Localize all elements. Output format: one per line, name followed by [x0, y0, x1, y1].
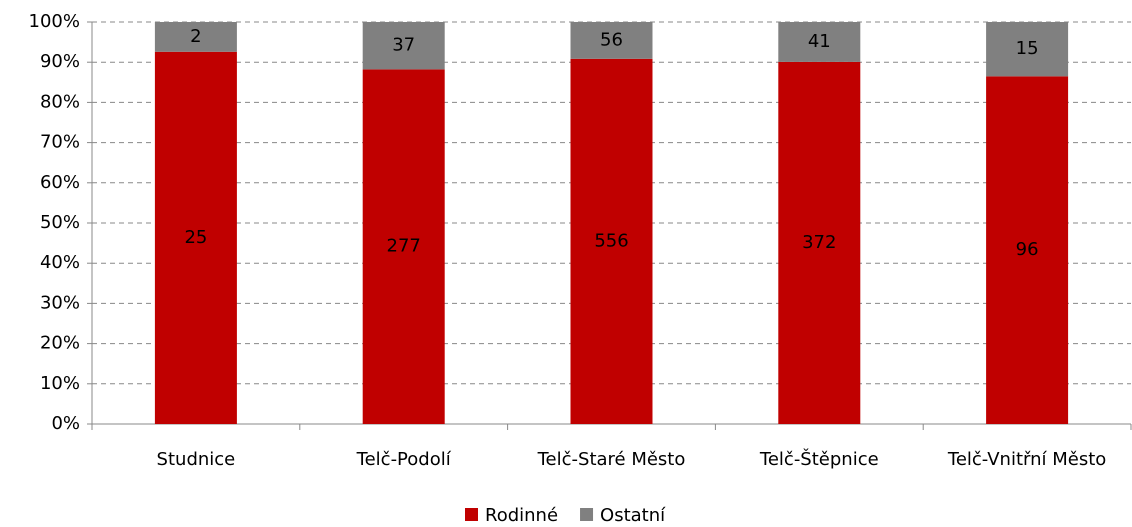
- bar-segment: [154, 22, 237, 52]
- y-tick-label: 50%: [40, 212, 80, 233]
- bar-segment: [778, 61, 861, 424]
- legend-swatch: [465, 508, 478, 521]
- bar-segment: [154, 51, 237, 425]
- x-tick-label: Studnice: [157, 449, 236, 470]
- y-tick-label: 40%: [40, 252, 80, 273]
- bar-segment: [362, 69, 445, 425]
- y-tick-label: 100%: [29, 11, 80, 32]
- legend-swatch: [580, 508, 594, 521]
- x-tick-label: Telč-Staré Město: [537, 449, 686, 470]
- data-label: 96: [1016, 239, 1039, 260]
- y-tick-label: 20%: [40, 333, 80, 354]
- x-tick-label: Telč-Štěpnice: [759, 448, 879, 470]
- y-tick-label: 0%: [51, 413, 80, 434]
- data-label: 56: [600, 29, 623, 50]
- bar-segment: [986, 22, 1069, 77]
- x-tick-label: Telč-Vnitřní Město: [947, 449, 1106, 470]
- y-tick-label: 80%: [40, 91, 80, 112]
- data-label: 25: [184, 227, 207, 248]
- bar-segment: [986, 76, 1069, 424]
- data-label: 41: [808, 31, 831, 52]
- data-label: 556: [594, 230, 628, 251]
- data-label: 2: [190, 26, 201, 47]
- bar-segment: [778, 22, 861, 62]
- y-tick-label: 70%: [40, 132, 80, 153]
- data-label: 372: [802, 232, 836, 253]
- bar-segment: [362, 22, 445, 70]
- y-tick-label: 90%: [40, 51, 80, 72]
- y-tick-label: 60%: [40, 172, 80, 193]
- bar-segment: [570, 22, 653, 59]
- legend-label: Rodinné: [485, 505, 558, 526]
- x-tick-label: Telč-Podolí: [356, 449, 452, 470]
- y-tick-label: 10%: [40, 373, 80, 394]
- data-label: 277: [387, 236, 421, 257]
- y-tick-label: 30%: [40, 292, 80, 313]
- data-label: 15: [1016, 38, 1039, 59]
- data-label: 37: [392, 35, 415, 56]
- bar-segment: [570, 58, 653, 425]
- legend-label: Ostatní: [600, 505, 666, 526]
